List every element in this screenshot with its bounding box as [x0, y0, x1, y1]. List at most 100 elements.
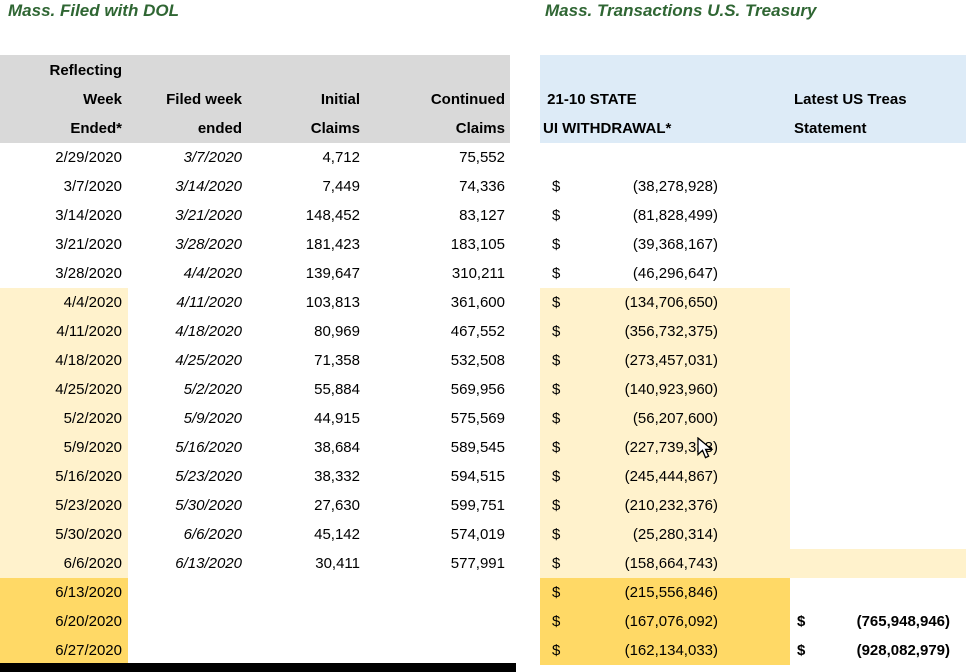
cell-initial-claims[interactable] [250, 578, 375, 607]
cell-ui-withdrawal[interactable]: $ (227,739,328) [540, 433, 790, 462]
cell-treas-statement[interactable] [790, 375, 966, 404]
cell-treas-statement[interactable] [790, 346, 966, 375]
cell-reflecting-week-ended[interactable]: 4/4/2020 [0, 288, 128, 317]
cell-continued-claims[interactable]: 594,515 [450, 468, 505, 485]
cell-treas-statement[interactable]: $ (928,082,979) [790, 636, 966, 665]
cell-treas-statement[interactable] [790, 143, 966, 172]
cell-initial-claims[interactable]: 44,915 [314, 410, 360, 427]
cell-initial-claims[interactable]: 38,332 [314, 468, 360, 485]
cell-reflecting-week-ended[interactable]: 6/20/2020 [0, 607, 128, 636]
cell-continued-claims[interactable]: 361,600 [450, 294, 505, 311]
cell-initial-claims[interactable] [250, 607, 375, 636]
cell-continued-claims[interactable]: 589,545 [450, 439, 505, 456]
cell-treas-statement[interactable] [790, 230, 966, 259]
cell-initial-claims[interactable]: 45,142 [314, 526, 360, 543]
cell-reflecting-week-ended[interactable]: 6/6/2020 [0, 549, 128, 578]
cell-continued-claims[interactable]: 575,569 [450, 410, 505, 427]
cell-ui-withdrawal[interactable]: $ (81,828,499) [540, 201, 790, 230]
cell-continued-claims[interactable] [375, 607, 510, 636]
cell-ui-withdrawal[interactable]: $ (162,134,033) [540, 636, 790, 665]
header-ui-withdrawal[interactable]: 21-10 STATE UI WITHDRAWAL* [543, 91, 672, 137]
cell-initial-claims[interactable] [250, 636, 375, 665]
cell-initial-claims[interactable]: 181,423 [305, 236, 360, 253]
cell-reflecting-week-ended[interactable]: 3/7/2020 [63, 178, 122, 195]
cell-treas-statement[interactable] [790, 201, 966, 230]
cell-filed-week-ended[interactable]: 3/7/2020 [183, 149, 242, 166]
cell-ui-withdrawal[interactable]: $ (140,923,960) [540, 375, 790, 404]
cell-filed-week-ended[interactable]: 3/14/2020 [175, 178, 242, 195]
cell-initial-claims[interactable]: 55,884 [314, 381, 360, 398]
cell-ui-withdrawal[interactable]: $ (158,664,743) [540, 549, 790, 578]
header-filed-week-ended[interactable]: Filed week ended [166, 91, 242, 137]
cell-continued-claims[interactable] [375, 578, 510, 607]
cell-filed-week-ended[interactable]: 6/6/2020 [183, 526, 242, 543]
cell-continued-claims[interactable]: 574,019 [450, 526, 505, 543]
cell-treas-statement[interactable] [790, 491, 966, 520]
cell-filed-week-ended[interactable]: 5/30/2020 [175, 497, 242, 514]
cell-filed-week-ended[interactable]: 5/9/2020 [183, 410, 242, 427]
cell-reflecting-week-ended[interactable]: 4/11/2020 [0, 317, 128, 346]
cell-reflecting-week-ended[interactable]: 5/2/2020 [0, 404, 128, 433]
cell-treas-statement[interactable] [790, 549, 966, 578]
cell-continued-claims[interactable] [375, 636, 510, 665]
cell-ui-withdrawal[interactable]: $ (39,368,167) [540, 230, 790, 259]
cell-treas-statement[interactable] [790, 462, 966, 491]
cell-filed-week-ended[interactable] [128, 636, 250, 665]
cell-initial-claims[interactable]: 30,411 [315, 555, 360, 572]
cell-treas-statement[interactable] [790, 433, 966, 462]
cell-initial-claims[interactable]: 80,969 [314, 323, 360, 340]
cell-continued-claims[interactable]: 599,751 [450, 497, 505, 514]
cell-filed-week-ended[interactable] [128, 607, 250, 636]
cell-ui-withdrawal[interactable]: $ (167,076,092) [540, 607, 790, 636]
cell-ui-withdrawal[interactable]: $ (38,278,928) [540, 172, 790, 201]
cell-filed-week-ended[interactable]: 5/16/2020 [175, 439, 242, 456]
cell-continued-claims[interactable]: 75,552 [459, 149, 505, 166]
section-title-dol[interactable]: Mass. Filed with DOL [8, 1, 179, 20]
cell-treas-statement[interactable] [790, 520, 966, 549]
header-latest-us-treas[interactable]: Latest US Treas Statement [794, 91, 907, 137]
cell-filed-week-ended[interactable]: 3/28/2020 [175, 236, 242, 253]
cell-reflecting-week-ended[interactable]: 5/16/2020 [0, 462, 128, 491]
header-reflecting-week-ended[interactable]: Reflecting Week Ended* [49, 62, 122, 137]
cell-filed-week-ended[interactable]: 4/11/2020 [176, 294, 242, 311]
cell-ui-withdrawal[interactable]: $ (245,444,867) [540, 462, 790, 491]
cell-treas-statement[interactable] [790, 172, 966, 201]
cell-ui-withdrawal[interactable]: $ (46,296,647) [540, 259, 790, 288]
cell-treas-statement[interactable]: $ (765,948,946) [790, 607, 966, 636]
cell-ui-withdrawal[interactable]: $ (134,706,650) [540, 288, 790, 317]
cell-filed-week-ended[interactable]: 4/25/2020 [175, 352, 242, 369]
cell-initial-claims[interactable]: 7,449 [322, 178, 360, 195]
cell-initial-claims[interactable]: 103,813 [305, 294, 360, 311]
cell-filed-week-ended[interactable]: 3/21/2020 [175, 207, 242, 224]
cell-filed-week-ended[interactable]: 6/13/2020 [175, 555, 242, 572]
cell-filed-week-ended[interactable] [128, 578, 250, 607]
cell-filed-week-ended[interactable]: 5/23/2020 [175, 468, 242, 485]
cell-reflecting-week-ended[interactable]: 2/29/2020 [55, 149, 122, 166]
cell-filed-week-ended[interactable]: 4/18/2020 [175, 323, 242, 340]
cell-filed-week-ended[interactable]: 5/2/2020 [183, 381, 242, 398]
cell-reflecting-week-ended[interactable]: 6/13/2020 [0, 578, 128, 607]
cell-continued-claims[interactable]: 569,956 [450, 381, 505, 398]
cell-reflecting-week-ended[interactable]: 5/23/2020 [0, 491, 128, 520]
cell-continued-claims[interactable]: 532,508 [450, 352, 505, 369]
header-continued-claims[interactable]: Continued Claims [430, 91, 505, 137]
cell-continued-claims[interactable]: 467,552 [450, 323, 505, 340]
cell-ui-withdrawal[interactable]: $ (356,732,375) [540, 317, 790, 346]
cell-initial-claims[interactable]: 71,358 [314, 352, 360, 369]
cell-reflecting-week-ended[interactable]: 6/27/2020 [0, 636, 128, 665]
cell-continued-claims[interactable]: 577,991 [450, 555, 505, 572]
cell-initial-claims[interactable]: 148,452 [305, 207, 360, 224]
cell-initial-claims[interactable]: 38,684 [314, 439, 360, 456]
cell-ui-withdrawal[interactable]: $ (273,457,031) [540, 346, 790, 375]
cell-reflecting-week-ended[interactable]: 5/30/2020 [0, 520, 128, 549]
cell-continued-claims[interactable]: 83,127 [459, 207, 505, 224]
cell-treas-statement[interactable] [790, 259, 966, 288]
cell-continued-claims[interactable]: 183,105 [450, 236, 505, 253]
cell-ui-withdrawal[interactable]: $ (210,232,376) [540, 491, 790, 520]
cell-reflecting-week-ended[interactable]: 3/14/2020 [55, 207, 122, 224]
cell-reflecting-week-ended[interactable]: 3/28/2020 [55, 265, 122, 282]
header-initial-claims[interactable]: Initial Claims [310, 91, 360, 137]
cell-continued-claims[interactable]: 310,211 [451, 265, 505, 282]
cell-reflecting-week-ended[interactable]: 5/9/2020 [0, 433, 128, 462]
cell-reflecting-week-ended[interactable]: 3/21/2020 [55, 236, 122, 253]
